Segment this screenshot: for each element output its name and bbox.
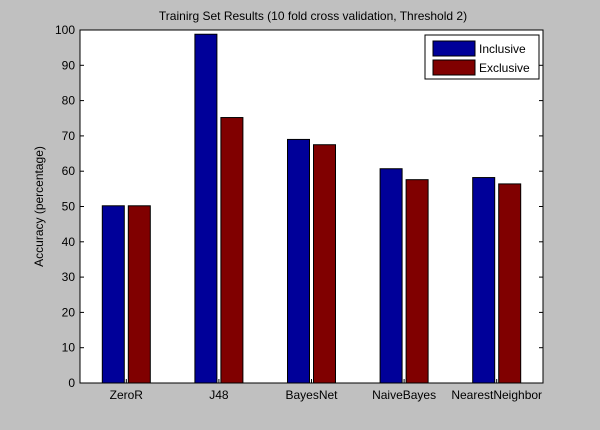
y-axis-label: Accuracy (percentage) bbox=[32, 146, 46, 267]
y-tick-label: 20 bbox=[62, 305, 76, 319]
x-tick-label: BayesNet bbox=[285, 388, 338, 402]
y-tick-label: 90 bbox=[62, 58, 76, 72]
bar-exclusive-naivebayes bbox=[405, 179, 429, 384]
plot-area bbox=[79, 29, 544, 384]
legend-swatch-inclusive bbox=[432, 40, 476, 57]
bar-inclusive-zeror bbox=[101, 205, 125, 384]
bar-inclusive-j48 bbox=[194, 33, 218, 384]
bar-inclusive-bayesnet bbox=[287, 138, 310, 384]
bar-exclusive-bayesnet bbox=[313, 144, 336, 384]
y-tick-label: 60 bbox=[62, 164, 76, 178]
bar-exclusive-j48 bbox=[220, 117, 244, 384]
y-tick-label: 30 bbox=[62, 270, 76, 284]
bar-inclusive-nearestneighbor bbox=[472, 177, 496, 384]
y-tick-label: 100 bbox=[55, 23, 75, 37]
bars-layer bbox=[101, 33, 522, 384]
y-tick-label: 50 bbox=[62, 200, 76, 214]
y-tick-label: 0 bbox=[68, 376, 75, 390]
legend: Inclusive Exclusive bbox=[424, 34, 540, 80]
x-tick-label: NaiveBayes bbox=[372, 388, 436, 402]
legend-swatch-exclusive bbox=[432, 59, 476, 76]
bar-inclusive-naivebayes bbox=[379, 168, 403, 384]
x-tick-label: NearestNeighbor bbox=[451, 388, 542, 402]
legend-label-inclusive: Inclusive bbox=[479, 42, 526, 56]
x-tick-label: J48 bbox=[209, 388, 229, 402]
y-tick-label: 40 bbox=[62, 235, 76, 249]
y-tick-label: 10 bbox=[62, 341, 76, 355]
bar-exclusive-nearestneighbor bbox=[498, 183, 522, 384]
x-tick-label: ZeroR bbox=[110, 388, 144, 402]
y-tick-label: 70 bbox=[62, 129, 76, 143]
chart-title: Trainirg Set Results (10 fold cross vali… bbox=[159, 9, 467, 23]
legend-label-exclusive: Exclusive bbox=[479, 61, 530, 75]
axes-layer: ZeroR J48 BayesNet NaiveBayes NearestNeighbo… bbox=[55, 23, 543, 402]
y-tick-label: 80 bbox=[62, 94, 76, 108]
bar-exclusive-zeror bbox=[127, 205, 151, 384]
